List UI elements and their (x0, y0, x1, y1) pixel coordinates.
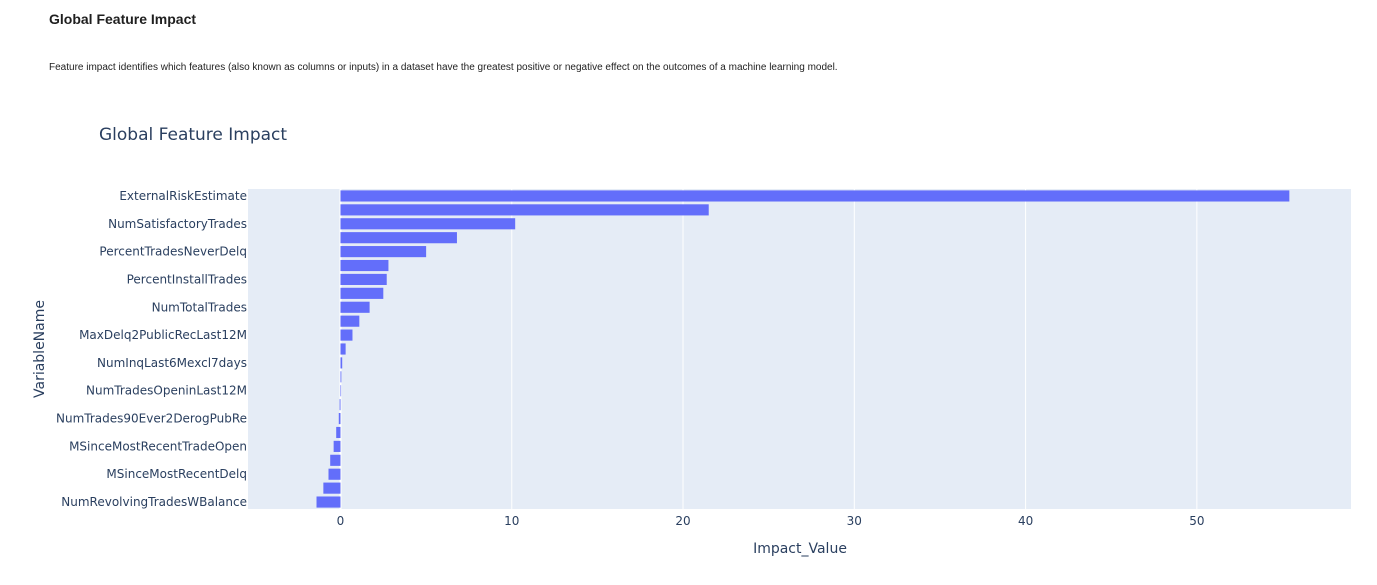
y-tick-labels: ExternalRiskEstimate NumSatisfactoryTrade… (56, 189, 247, 509)
x-tick-labels: 0 10 20 30 40 50 (337, 514, 1205, 528)
bar-18 (333, 440, 341, 452)
y-tick-label-7: NumTradesOpeninLast12M (86, 384, 247, 398)
y-tick-label-3: PercentInstallTrades (127, 272, 247, 286)
y-tick-label-5: MaxDelq2PublicRecLast12M (79, 328, 247, 342)
bar-4 (340, 246, 427, 258)
bar-6 (340, 273, 387, 285)
bar-11 (340, 343, 346, 355)
bar-19 (330, 454, 341, 466)
bar-1 (340, 204, 709, 216)
x-axis-title: Impact_Value (753, 541, 847, 557)
y-tick-label-9: MSinceMostRecentTradeOpen (69, 439, 247, 453)
y-tick-label-0: ExternalRiskEstimate (119, 189, 247, 203)
bar-15 (339, 399, 341, 411)
bar-3 (340, 232, 457, 244)
bar-2 (340, 218, 516, 230)
bar-10 (340, 329, 353, 341)
x-tick-label-0: 0 (337, 514, 345, 528)
bar-7 (340, 287, 384, 299)
y-tick-label-8: NumTrades90Ever2DerogPubRe (56, 412, 247, 426)
bar-20 (328, 468, 341, 480)
bar-14 (340, 385, 342, 397)
bar-22 (316, 496, 341, 508)
x-tick-label-1: 10 (504, 514, 519, 528)
y-tick-label-4: NumTotalTrades (152, 300, 247, 314)
bar-5 (340, 259, 389, 272)
bar-16 (338, 413, 341, 425)
bar-9 (340, 315, 360, 327)
chart-title: Global Feature Impact (99, 125, 287, 145)
y-tick-label-1: NumSatisfactoryTrades (108, 217, 247, 231)
page-description: Feature impact identifies which features… (49, 62, 838, 73)
x-tick-label-2: 20 (675, 514, 690, 528)
grid-lines (511, 189, 1198, 509)
page-heading: Global Feature Impact (49, 11, 197, 27)
bar-12 (340, 357, 343, 369)
x-tick-label-5: 50 (1189, 514, 1204, 528)
bar-21 (323, 482, 341, 494)
bar-0 (340, 190, 1290, 202)
x-tick-label-3: 30 (847, 514, 862, 528)
y-axis-title: VariableName (32, 300, 48, 398)
y-tick-label-11: NumRevolvingTradesWBalance (61, 495, 247, 509)
x-tick-label-4: 40 (1018, 514, 1033, 528)
bar-17 (336, 426, 341, 439)
y-tick-label-2: PercentTradesNeverDelq (99, 245, 247, 259)
bar-13 (340, 371, 342, 383)
y-tick-label-10: MSinceMostRecentDelq (106, 467, 247, 481)
bars (316, 190, 1290, 508)
bar-8 (340, 301, 370, 313)
y-tick-label-6: NumInqLast6Mexcl7days (97, 356, 247, 370)
